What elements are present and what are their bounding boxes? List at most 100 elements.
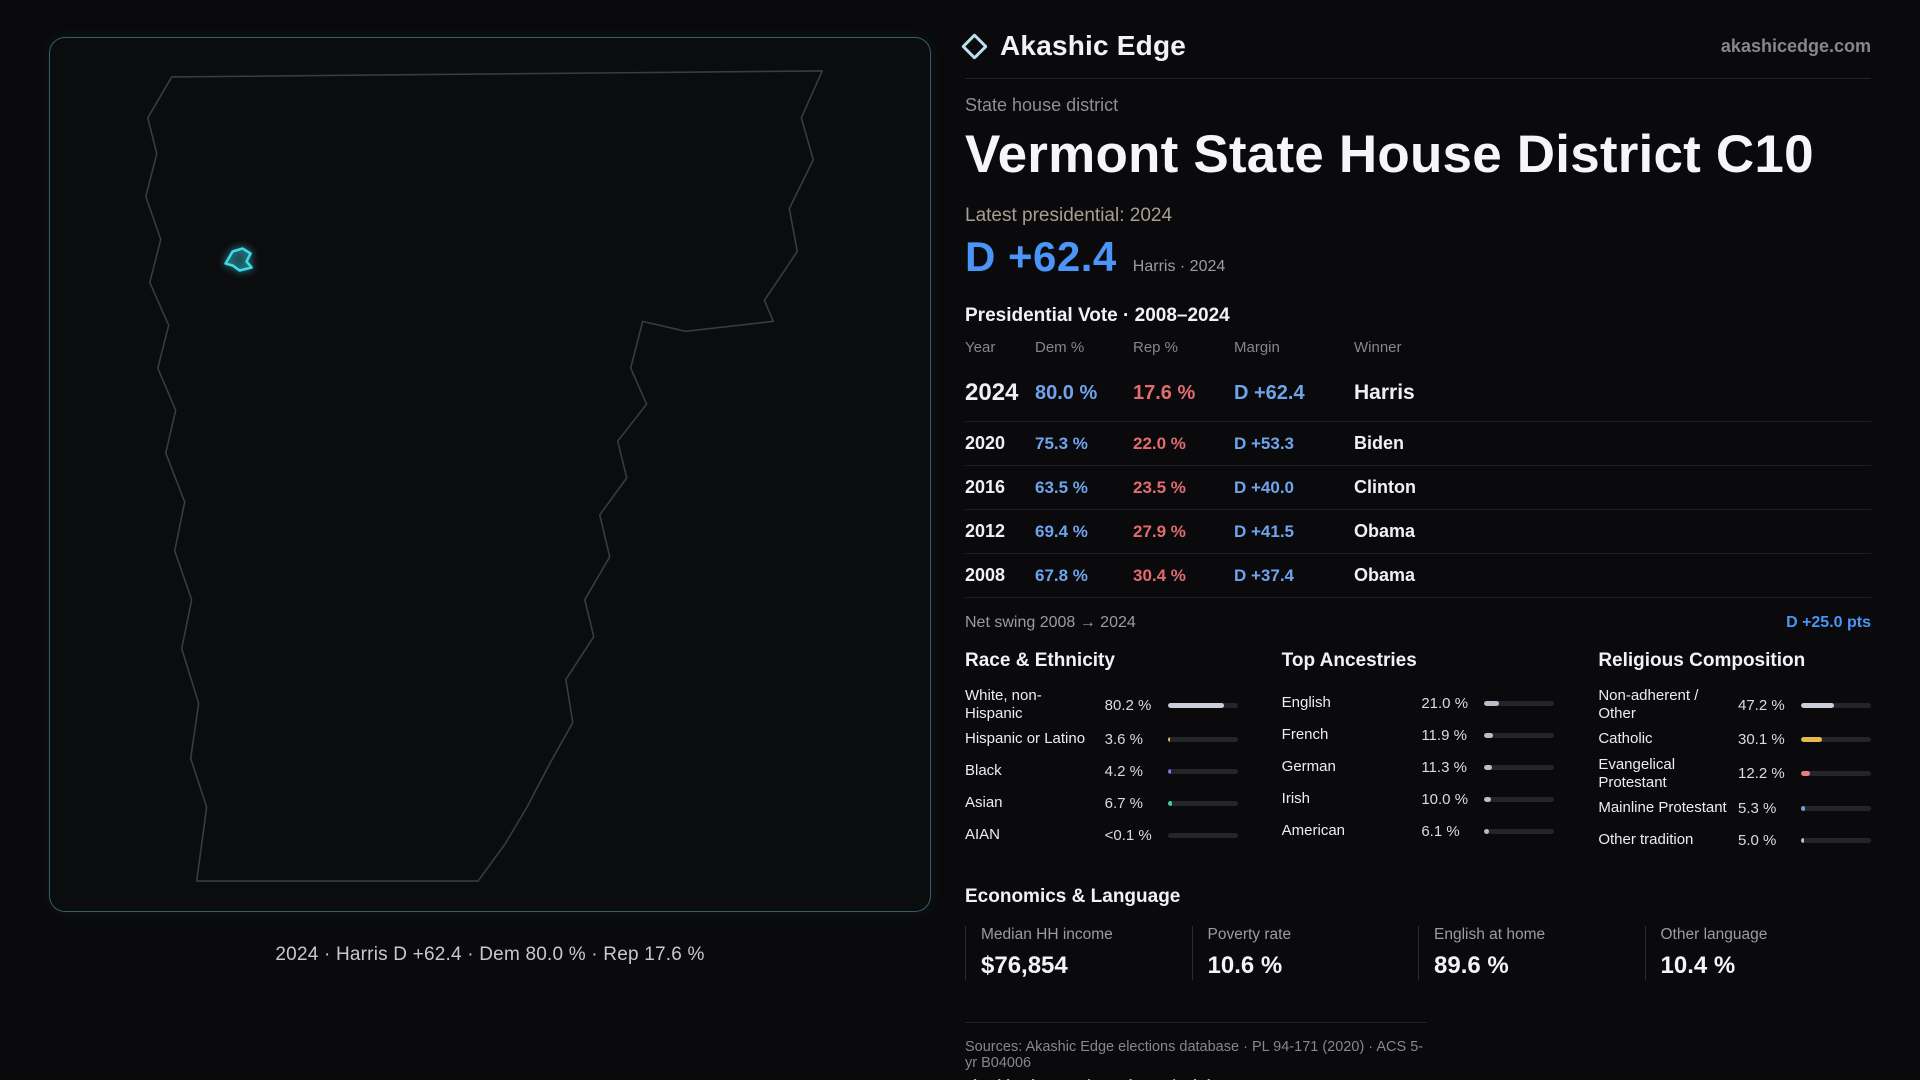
demo-label: Asian bbox=[965, 794, 1003, 812]
bar-fill bbox=[1800, 771, 1810, 777]
demo-row: AIAN <0.1 % bbox=[965, 820, 1238, 852]
winner-cell: Biden bbox=[1354, 433, 1405, 453]
demo-value: 80.2 % bbox=[1104, 696, 1152, 714]
bar-fill bbox=[1800, 837, 1805, 843]
demo-label: German bbox=[1281, 757, 1336, 775]
demo-row: French 11.9 % bbox=[1282, 719, 1555, 751]
demo-row: Non-adherent / Other 47.2 % bbox=[1598, 687, 1871, 724]
sources-text: Sources: Akashic Edge elections database… bbox=[965, 1039, 1424, 1072]
dem-cell: 69.4 % bbox=[1035, 521, 1088, 541]
race-heading: Race & Ethnicity bbox=[965, 650, 1115, 671]
stat-median-income: Median HH income $76,854 bbox=[965, 926, 1192, 981]
stat-value: 10.4 % bbox=[1660, 952, 1736, 980]
demo-value: 21.0 % bbox=[1421, 694, 1469, 712]
report-footer: Sources: Akashic Edge elections database… bbox=[965, 1022, 1427, 1080]
headline-margin: D +62.4 bbox=[965, 233, 1117, 280]
demo-value: 6.7 % bbox=[1104, 795, 1144, 813]
stat-label: English at home bbox=[1434, 926, 1546, 944]
bar-track bbox=[1800, 837, 1871, 843]
demo-value: 11.9 % bbox=[1421, 726, 1467, 744]
margin-cell: D +62.4 bbox=[1234, 381, 1305, 404]
brand: Akashic Edge bbox=[961, 30, 1187, 62]
stat-value: 89.6 % bbox=[1434, 952, 1509, 980]
demo-value: 10.0 % bbox=[1421, 790, 1469, 808]
table-row-2012: 2012 69.4 % 27.9 % D +41.5 Obama bbox=[965, 510, 1871, 554]
report-header: Akashic Edge akashicedge.com bbox=[961, 30, 1871, 79]
demo-value: 6.1 % bbox=[1421, 822, 1460, 840]
demo-row: White, non-Hispanic 80.2 % bbox=[965, 687, 1238, 724]
bar-track bbox=[1167, 737, 1238, 743]
bar-track bbox=[1800, 702, 1871, 708]
year-cell: 2024 bbox=[965, 379, 1019, 406]
rep-cell: 23.5 % bbox=[1133, 477, 1186, 497]
rep-cell: 17.6 % bbox=[1133, 381, 1196, 404]
bar-track bbox=[1167, 769, 1238, 775]
demo-row: American 6.1 % bbox=[1282, 815, 1555, 847]
col-header-margin: Margin bbox=[1234, 339, 1280, 356]
demo-row: Mainline Protestant 5.3 % bbox=[1598, 792, 1871, 824]
demo-value: 47.2 % bbox=[1737, 696, 1785, 714]
site-domain-link[interactable]: akashicedge.com bbox=[1720, 35, 1871, 56]
col-header-dem: Dem % bbox=[1035, 339, 1085, 356]
margin-cell: D +41.5 bbox=[1234, 521, 1295, 541]
demo-label: Non-adherent / Other bbox=[1598, 687, 1699, 723]
demo-row: German 11.3 % bbox=[1282, 751, 1555, 783]
district-map-panel bbox=[49, 37, 931, 912]
dem-cell: 75.3 % bbox=[1035, 433, 1088, 453]
demo-label: English bbox=[1281, 693, 1331, 711]
demo-row: Catholic 30.1 % bbox=[1598, 724, 1871, 756]
bar-track bbox=[1167, 702, 1238, 708]
bar-track bbox=[1484, 796, 1555, 802]
brand-name: Akashic Edge bbox=[1000, 30, 1187, 61]
bar-fill bbox=[1167, 801, 1173, 807]
presidential-vote-table: Year Dem % Rep % Margin Winner 2024 80.0… bbox=[965, 327, 1871, 598]
demo-row: Evangelical Protestant 12.2 % bbox=[1598, 756, 1871, 793]
col-header-rep: Rep % bbox=[1133, 339, 1179, 356]
district-c10-highlight bbox=[224, 247, 253, 272]
demo-label: Evangelical Protestant bbox=[1598, 755, 1676, 791]
demo-value: 4.2 % bbox=[1104, 763, 1144, 781]
net-swing-row: Net swing 2008 → 2024 D +25.0 pts bbox=[965, 598, 1871, 636]
demo-value: 12.2 % bbox=[1737, 765, 1785, 783]
demo-row: Black 4.2 % bbox=[965, 756, 1238, 788]
demo-label: Black bbox=[965, 762, 1002, 780]
ancestries-heading: Top Ancestries bbox=[1281, 650, 1417, 671]
net-swing-label: Net swing 2008 → 2024 bbox=[965, 614, 1136, 631]
stat-other-language: Other language 10.4 % bbox=[1644, 926, 1872, 981]
table-row-2024: 2024 80.0 % 17.6 % D +62.4 Harris bbox=[965, 365, 1871, 422]
dem-cell: 67.8 % bbox=[1035, 565, 1088, 585]
headline-margin-context: Harris · 2024 bbox=[1132, 258, 1226, 275]
vote-table-title: Presidential Vote · 2008–2024 bbox=[965, 305, 1230, 326]
bar-fill bbox=[1800, 702, 1835, 708]
demo-row: Hispanic or Latino 3.6 % bbox=[965, 724, 1238, 756]
diamond-logo-icon bbox=[961, 32, 988, 60]
net-swing-value: D +25.0 pts bbox=[1786, 614, 1871, 631]
margin-cell: D +53.3 bbox=[1234, 433, 1295, 453]
demo-value: 30.1 % bbox=[1737, 731, 1785, 749]
bar-track bbox=[1167, 833, 1238, 839]
table-row-2020: 2020 75.3 % 22.0 % D +53.3 Biden bbox=[965, 422, 1871, 466]
stat-value: 10.6 % bbox=[1207, 952, 1283, 980]
margin-cell: D +40.0 bbox=[1234, 477, 1295, 497]
winner-cell: Obama bbox=[1354, 521, 1416, 541]
permalink[interactable]: akashicedge.com/state-house/vt-hd-c10 bbox=[965, 1078, 1427, 1080]
table-row-2008: 2008 67.8 % 30.4 % D +37.4 Obama bbox=[965, 554, 1871, 598]
demo-label: American bbox=[1281, 821, 1346, 839]
table-header-row: Year Dem % Rep % Margin Winner bbox=[965, 327, 1871, 365]
year-cell: 2012 bbox=[965, 521, 1006, 541]
bar-fill bbox=[1167, 737, 1171, 743]
demo-label: White, non-Hispanic bbox=[965, 687, 1042, 723]
year-cell: 2016 bbox=[965, 477, 1006, 497]
ancestries-column: Top Ancestries English 21.0 % French 11.… bbox=[1282, 650, 1555, 856]
demo-value: 5.0 % bbox=[1737, 831, 1777, 849]
bar-fill bbox=[1167, 769, 1171, 775]
demo-row: Irish 10.0 % bbox=[1282, 783, 1555, 815]
dem-cell: 80.0 % bbox=[1035, 381, 1098, 404]
demo-label: Irish bbox=[1281, 789, 1310, 807]
headline-margin-row: D +62.4 Harris · 2024 bbox=[965, 233, 1871, 281]
demo-label: AIAN bbox=[965, 826, 1001, 844]
bar-track bbox=[1800, 737, 1871, 743]
stat-value: $76,854 bbox=[981, 952, 1068, 980]
race-ethnicity-column: Race & Ethnicity White, non-Hispanic 80.… bbox=[965, 650, 1238, 856]
bar-track bbox=[1800, 771, 1871, 777]
